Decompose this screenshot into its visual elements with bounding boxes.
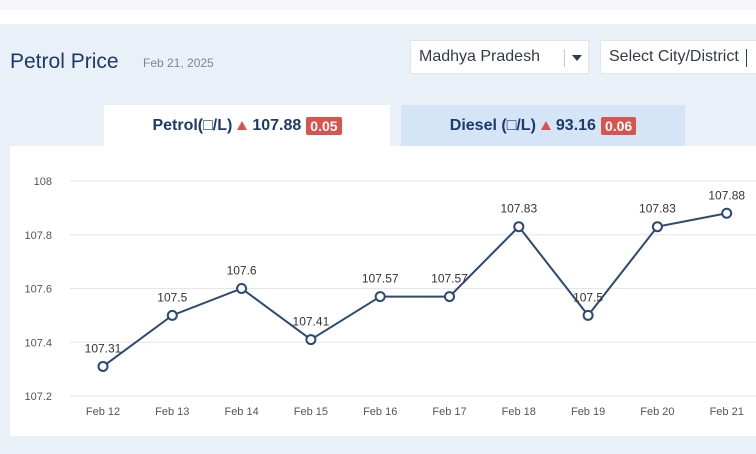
data-point bbox=[582, 309, 594, 321]
data-point bbox=[236, 283, 248, 294]
x-tick-label: Feb 19 bbox=[571, 406, 605, 418]
x-tick-label: Feb 12 bbox=[86, 406, 120, 418]
data-point bbox=[721, 207, 733, 219]
y-tick-label: 107.6 bbox=[24, 284, 52, 296]
tab-petrol-label: Petrol(□/L) bbox=[152, 116, 233, 134]
select-divider bbox=[746, 49, 747, 67]
chart-area bbox=[10, 146, 756, 436]
tab-diesel-change-badge: 0.06 bbox=[600, 116, 637, 135]
data-point bbox=[444, 291, 455, 303]
data-label: 107.83 bbox=[500, 202, 537, 216]
data-label: 107.88 bbox=[708, 188, 745, 202]
top-gap bbox=[0, 10, 756, 24]
data-label: 107.57 bbox=[431, 272, 468, 286]
y-tick-label: 107.8 bbox=[24, 230, 52, 242]
city-select-placeholder: Select City/District bbox=[609, 48, 739, 65]
data-point bbox=[305, 334, 317, 346]
state-select-value: Madhya Pradesh bbox=[419, 48, 540, 65]
city-select[interactable]: Select City/District bbox=[600, 40, 756, 74]
x-tick-label: Feb 13 bbox=[155, 406, 189, 418]
state-select[interactable]: Madhya Pradesh bbox=[410, 40, 589, 74]
top-strip bbox=[0, 0, 756, 10]
x-tick-label: Feb 18 bbox=[502, 406, 536, 418]
page-title: Petrol Price bbox=[10, 50, 119, 73]
price-up-icon bbox=[540, 121, 551, 130]
data-label: 107.5 bbox=[157, 290, 187, 304]
y-tick-label: 107.4 bbox=[24, 337, 52, 349]
x-tick-label: Feb 17 bbox=[432, 406, 466, 418]
data-label: 107.57 bbox=[362, 272, 399, 286]
data-point bbox=[374, 291, 386, 303]
price-date: Feb 21, 2025 bbox=[143, 56, 214, 70]
tab-diesel[interactable]: Diesel (□/L) 93.16 0.06 bbox=[401, 105, 685, 146]
chevron-down-icon bbox=[572, 55, 582, 61]
tab-diesel-price: 93.16 bbox=[555, 116, 596, 134]
x-tick-label: Feb 15 bbox=[294, 406, 328, 418]
series-line bbox=[102, 212, 727, 368]
data-point bbox=[651, 221, 663, 233]
data-point bbox=[97, 360, 109, 372]
data-label: 107.83 bbox=[639, 202, 676, 216]
x-tick-label: Feb 14 bbox=[224, 406, 258, 418]
data-label: 107.6 bbox=[227, 264, 257, 278]
tab-petrol-change-badge: 0.05 bbox=[306, 116, 342, 135]
x-tick-label: Feb 20 bbox=[640, 406, 674, 418]
price-up-icon bbox=[237, 121, 248, 130]
tab-diesel-label: Diesel (□/L) bbox=[449, 116, 536, 134]
select-divider bbox=[564, 49, 565, 67]
x-tick-label: Feb 21 bbox=[710, 406, 744, 418]
y-tick-label: 108 bbox=[34, 176, 52, 188]
tab-petrol-price: 107.88 bbox=[252, 116, 302, 134]
data-label: 107.31 bbox=[85, 341, 122, 355]
data-point bbox=[166, 309, 178, 321]
y-tick-label: 107.2 bbox=[24, 391, 52, 403]
x-tick-label: Feb 16 bbox=[363, 406, 397, 418]
tab-petrol[interactable]: Petrol(□/L) 107.88 0.05 bbox=[104, 105, 390, 146]
data-label: 107.5 bbox=[573, 290, 603, 304]
data-label: 107.41 bbox=[293, 315, 330, 329]
data-point bbox=[513, 221, 525, 233]
